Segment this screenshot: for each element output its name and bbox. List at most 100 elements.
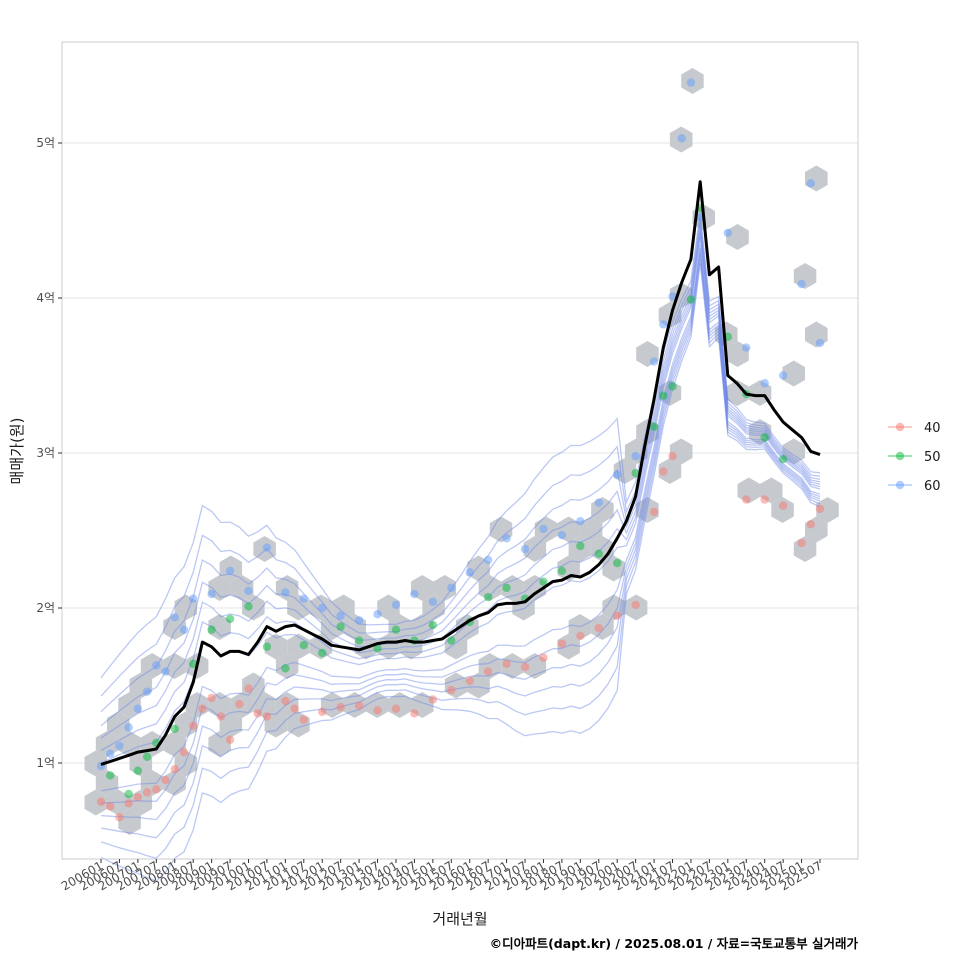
x-axis: 2006012006072007012007072008012008072009… — [59, 858, 825, 893]
y-tick-label: 3억 — [36, 446, 55, 460]
legend-key-point — [895, 422, 905, 432]
scatter-point-60 — [576, 517, 585, 526]
scatter-point-60 — [244, 586, 253, 596]
scatter-point-60 — [760, 379, 769, 388]
scatter-point-60 — [142, 687, 152, 696]
scatter-point-50 — [124, 789, 133, 799]
scatter-point-40 — [225, 735, 235, 744]
scatter-point-40 — [142, 788, 152, 797]
y-tick-label: 4억 — [36, 291, 55, 305]
hexbin-cell — [208, 731, 231, 757]
hexbin-cell — [816, 497, 839, 523]
scatter-point-40 — [520, 662, 530, 672]
scatter-point-40 — [742, 495, 751, 504]
scatter-point-50 — [142, 752, 152, 761]
hexbin-cell — [163, 614, 186, 640]
scatter-point-60 — [649, 357, 659, 366]
y-tick-label: 2억 — [36, 601, 55, 615]
scatter-point-50 — [373, 644, 382, 653]
hexbin-cell — [320, 614, 344, 640]
hexbin-cell — [219, 711, 243, 738]
hexbin-cell — [118, 809, 141, 835]
scatter-point-40 — [502, 659, 511, 668]
hexbin-cell — [523, 536, 547, 562]
scatter-point-60 — [797, 279, 806, 289]
scatter-point-60 — [179, 625, 189, 634]
scatter-point-60 — [447, 583, 456, 593]
scatter-point-40 — [262, 712, 272, 721]
scatter-points-layer — [96, 78, 825, 822]
y-tick-label: 1억 — [36, 756, 55, 770]
scatter-point-60 — [115, 741, 124, 751]
scatter-point-60 — [668, 292, 677, 301]
scatter-point-60 — [188, 594, 198, 603]
legend-key-point — [895, 451, 905, 461]
scatter-point-60 — [613, 470, 622, 479]
scatter-point-40 — [253, 709, 262, 718]
scatter-point-40 — [133, 792, 143, 802]
scatter-point-40 — [115, 813, 124, 822]
hexbin-cell — [163, 770, 186, 796]
scatter-point-40 — [539, 653, 548, 662]
scatter-point-50 — [778, 455, 788, 464]
scatter-point-40 — [281, 696, 290, 706]
scatter-point-40 — [465, 676, 474, 686]
scatter-point-60 — [742, 343, 751, 352]
hexbin-cell — [782, 438, 805, 465]
scatter-point-40 — [410, 709, 419, 718]
hexbin-cell — [726, 380, 749, 406]
hexbin-cell — [579, 516, 603, 543]
scatter-point-40 — [797, 538, 806, 548]
scatter-point-50 — [244, 602, 253, 611]
scatter-point-60 — [465, 568, 474, 577]
scatter-point-60 — [686, 78, 696, 87]
density-contour — [100, 229, 821, 739]
density-contour — [100, 259, 821, 860]
scatter-point-50 — [576, 541, 585, 551]
legend-label: 60 — [924, 479, 941, 494]
hexbin-cell — [377, 633, 400, 660]
scatter-point-60 — [225, 566, 235, 575]
scatter-point-40 — [760, 495, 769, 504]
scatter-point-60 — [336, 611, 345, 620]
hexbin-cell — [275, 575, 299, 601]
scatter-point-60 — [410, 589, 419, 599]
scatter-point-60 — [557, 530, 567, 540]
y-tick-label: 5억 — [36, 136, 55, 150]
scatter-point-60 — [483, 555, 493, 565]
scatter-point-60 — [281, 588, 290, 597]
scatter-point-50 — [760, 433, 769, 442]
scatter-point-60 — [391, 600, 401, 610]
scatter-point-50 — [428, 620, 438, 630]
scatter-point-40 — [778, 501, 788, 510]
scatter-point-50 — [188, 659, 198, 668]
density-contour — [100, 212, 821, 679]
y-axis-title: 매매가(원) — [8, 418, 26, 485]
scatter-point-40 — [354, 701, 364, 710]
x-axis-title: 거래년월 — [432, 910, 487, 928]
scatter-point-50 — [668, 382, 677, 391]
hexbin-cell — [320, 692, 344, 718]
scatter-point-60 — [594, 498, 603, 507]
scatter-point-40 — [336, 703, 345, 712]
scatter-point-60 — [428, 597, 438, 606]
legend-label: 40 — [924, 421, 941, 436]
hexbin-cell — [433, 575, 456, 601]
scatter-point-60 — [806, 179, 815, 188]
median-price-line — [100, 180, 821, 766]
density-contour — [100, 251, 821, 821]
y-axis: 1억 2억 3억 4억 5억 — [36, 136, 62, 770]
scatter-point-60 — [659, 320, 668, 329]
scatter-point-40 — [613, 611, 622, 620]
scatter-point-50 — [170, 724, 179, 734]
scatter-point-60 — [502, 534, 511, 543]
scatter-point-50 — [318, 648, 327, 658]
scatter-point-60 — [106, 749, 115, 758]
scatter-point-60 — [161, 667, 170, 676]
scatter-point-60 — [170, 613, 179, 622]
scatter-point-40 — [290, 704, 299, 713]
scatter-point-60 — [723, 228, 733, 238]
scatter-point-50 — [262, 642, 272, 651]
scatter-point-60 — [133, 704, 143, 713]
